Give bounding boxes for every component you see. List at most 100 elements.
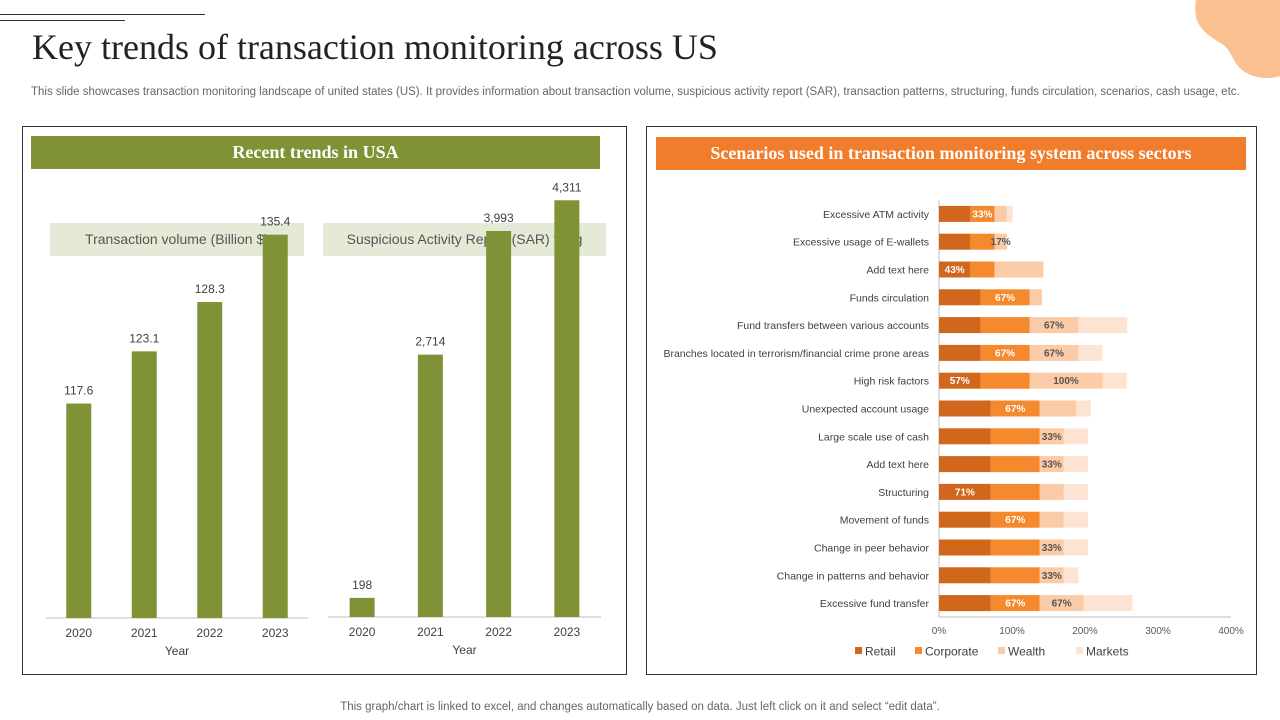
bar-volume-2023 <box>262 234 288 618</box>
legend-label: Markets <box>1086 645 1129 659</box>
segment-label: 33% <box>1042 543 1062 554</box>
decorative-blob-shape <box>1195 0 1280 78</box>
legend-swatch-retail <box>855 647 862 654</box>
category-label: Fund transfers between various accounts <box>737 320 929 332</box>
bar-segment-markets <box>1102 372 1127 389</box>
bar-sar-2021 <box>417 354 443 617</box>
segment-label: 71% <box>955 487 975 498</box>
page-title: Key trends of transaction monitoring acr… <box>32 27 718 67</box>
bar-segment-retail <box>939 400 991 417</box>
bar-segment-markets <box>1063 511 1088 528</box>
segment-label: 100% <box>1053 376 1079 387</box>
bar-segment-retail <box>939 511 991 528</box>
bar-segment-wealth <box>994 233 1007 250</box>
segment-label: 67% <box>1044 321 1064 332</box>
bar-segment-corporate <box>990 400 1040 417</box>
segment-label: 33% <box>1042 432 1062 443</box>
category-label: Excessive usage of E-wallets <box>793 237 929 249</box>
bar-segment-wealth <box>994 205 1007 222</box>
bar-segment-wealth <box>1029 372 1103 389</box>
bar-segment-retail <box>939 456 991 473</box>
legend-label: Retail <box>865 645 896 659</box>
bar-segment-corporate <box>990 567 1040 584</box>
bar-segment-markets <box>1076 400 1091 417</box>
bar-segment-retail <box>939 428 991 445</box>
bar-segment-retail <box>939 317 981 334</box>
category-label: Funds circulation <box>850 292 930 304</box>
category-label: Add text here <box>867 265 930 277</box>
bar-segment-wealth <box>1039 483 1064 500</box>
bar-segment-retail <box>939 483 991 500</box>
bar-segment-corporate <box>980 372 1030 389</box>
category-label: Movement of funds <box>840 515 929 527</box>
x-tick-label: 300% <box>1145 626 1171 637</box>
recent-trends-panel <box>22 126 627 675</box>
data-label: 128.3 <box>195 282 225 296</box>
x-tick-label: 2020 <box>65 626 92 640</box>
segment-label: 33% <box>972 209 992 220</box>
x-tick-label: 2020 <box>349 625 376 639</box>
bar-segment-corporate <box>990 511 1040 528</box>
category-label: Branches located in terrorism/financial … <box>663 348 929 360</box>
category-label: Change in peer behavior <box>814 543 930 555</box>
bar-segment-retail <box>939 289 981 306</box>
data-label: 198 <box>352 578 372 592</box>
bar-segment-corporate <box>990 595 1040 612</box>
bar-segment-markets <box>1063 456 1088 473</box>
segment-label: 57% <box>950 376 970 387</box>
data-label: 3,993 <box>484 211 514 225</box>
bar-segment-wealth <box>1039 539 1064 556</box>
decorative-blob <box>1195 0 1280 78</box>
segment-label: 67% <box>995 348 1015 359</box>
bar-segment-corporate <box>980 344 1030 361</box>
category-label: Unexpected account usage <box>802 404 929 416</box>
bar-segment-wealth <box>1039 511 1064 528</box>
bar-segment-wealth <box>1039 428 1064 445</box>
transaction-volume-title: Transaction volume (Billion $) <box>50 223 304 256</box>
bar-segment-retail <box>939 344 981 361</box>
bar-segment-corporate <box>990 539 1040 556</box>
segment-label: 67% <box>1044 348 1064 359</box>
bar-segment-retail <box>939 567 991 584</box>
x-tick-label: 200% <box>1072 626 1098 637</box>
bar-sar-2023 <box>554 200 580 617</box>
bar-segment-retail <box>939 595 991 612</box>
x-tick-label: 2021 <box>417 625 444 639</box>
bar-segment-corporate <box>990 428 1040 445</box>
x-tick-label: 2023 <box>554 625 581 639</box>
x-tick-label: 2021 <box>131 626 158 640</box>
data-label: 135.4 <box>260 215 290 229</box>
bar-segment-retail <box>939 539 991 556</box>
decorative-line <box>0 20 125 21</box>
bar-segment-corporate <box>970 205 995 222</box>
category-label: Structuring <box>878 487 929 499</box>
segment-label: 33% <box>1042 460 1062 471</box>
legend-swatch-corporate <box>915 647 922 654</box>
bar-segment-corporate <box>970 261 995 278</box>
bar-volume-2021 <box>131 351 157 618</box>
bar-segment-markets <box>1006 205 1013 222</box>
segment-label: 43% <box>945 265 965 276</box>
bar-segment-markets <box>1063 483 1088 500</box>
bar-volume-2020 <box>66 403 92 618</box>
bar-segment-wealth <box>1029 317 1079 334</box>
decorative-line <box>0 14 205 15</box>
bar-segment-corporate <box>970 233 995 250</box>
segment-label: 17% <box>991 237 1011 248</box>
bar-segment-wealth <box>994 261 1044 278</box>
bar-segment-corporate <box>980 317 1030 334</box>
category-label: High risk factors <box>854 376 929 388</box>
recent-trends-banner: Recent trends in USA <box>31 136 600 169</box>
category-label: Excessive fund transfer <box>820 598 930 610</box>
segment-label: 67% <box>1052 599 1072 610</box>
bar-segment-wealth <box>1039 567 1064 584</box>
x-axis-title: Year <box>452 643 476 657</box>
segment-label: 67% <box>1005 404 1025 415</box>
category-label: Large scale use of cash <box>818 431 929 443</box>
page-subtitle: This slide showcases transaction monitor… <box>31 86 1240 98</box>
bar-segment-markets <box>1083 595 1133 612</box>
bar-segment-corporate <box>990 456 1040 473</box>
bar-segment-wealth <box>1039 456 1064 473</box>
bar-segment-markets <box>1078 317 1128 334</box>
legend-label: Wealth <box>1008 645 1045 659</box>
